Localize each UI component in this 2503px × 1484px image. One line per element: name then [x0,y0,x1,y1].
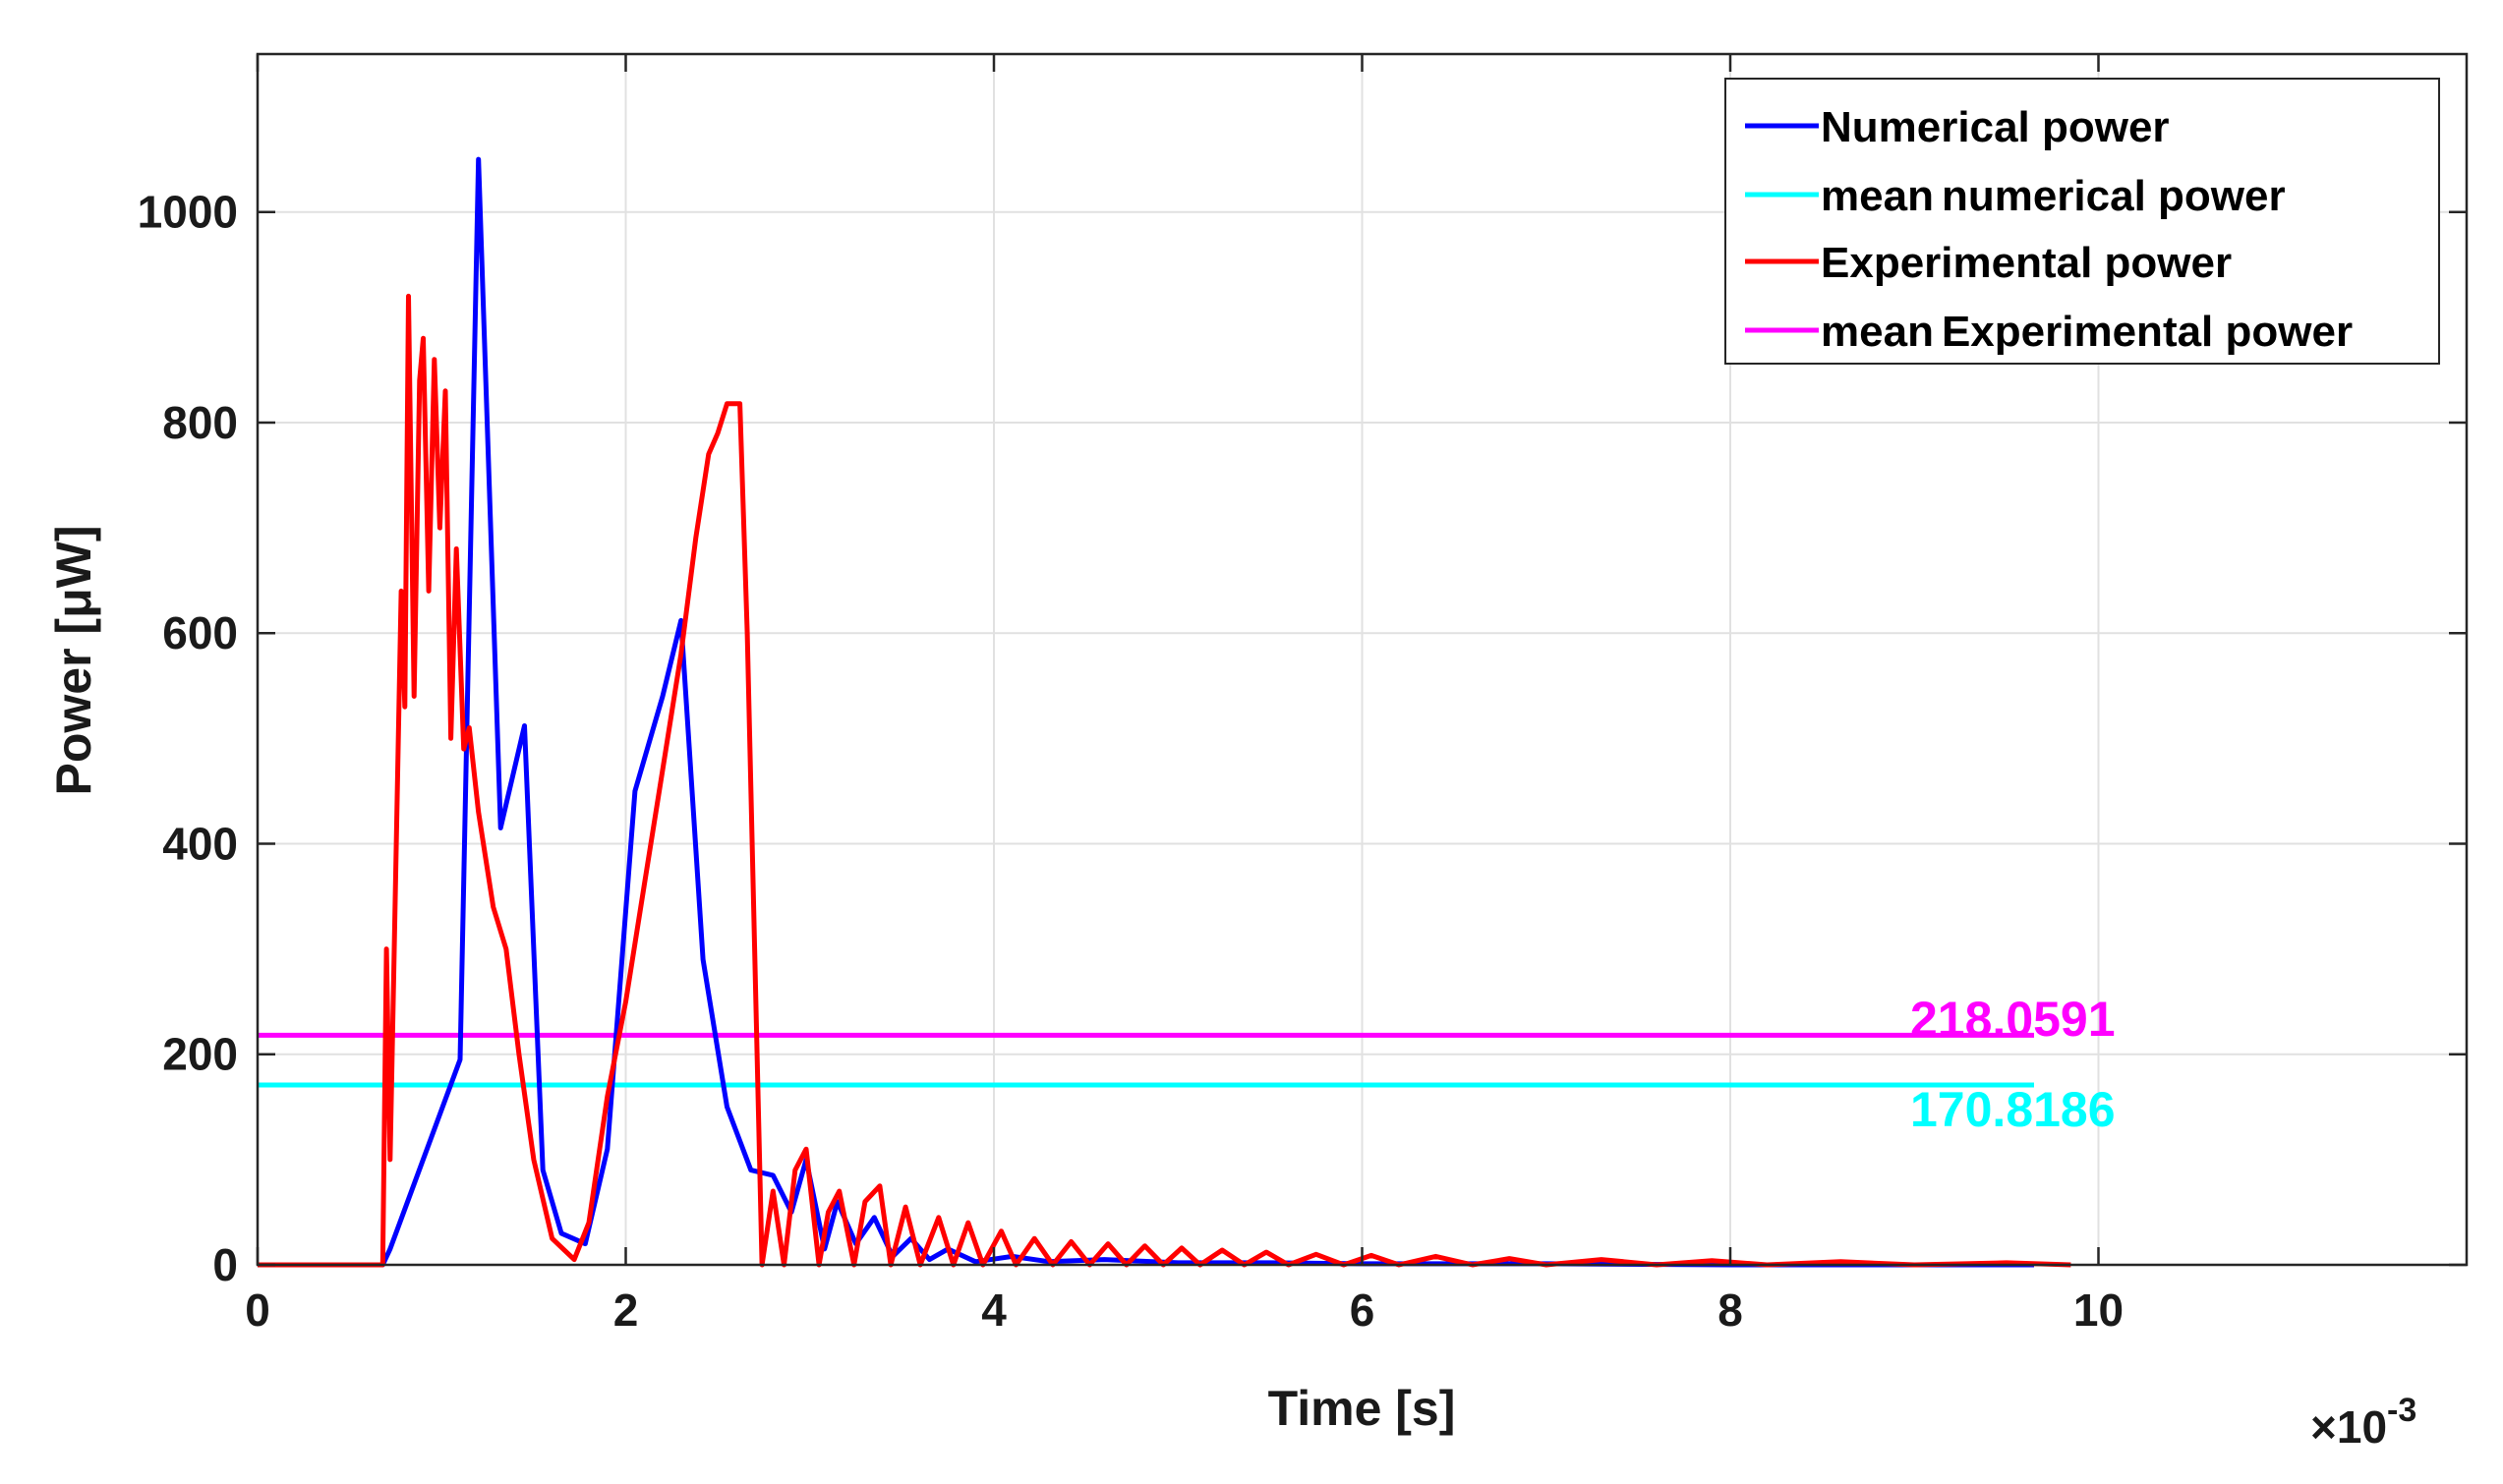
legend-label-mean-numerical: mean numerical power [1821,172,2286,220]
legend: Numerical power mean numerical power Expe… [1724,78,2440,365]
y-tick-label: 0 [212,1239,238,1290]
x-tick-label: 2 [613,1284,639,1336]
y-tick-label: 600 [162,607,238,658]
x-tick-label: 10 [2073,1284,2124,1336]
legend-label-mean-experimental: mean Experimental power [1821,308,2353,356]
x-exponent-base: ×10 [2310,1401,2387,1453]
x-axis-label: Time [s] [1268,1381,1456,1436]
legend-box [1724,78,2440,365]
mean-numerical-value-label: 170.8186 [1910,1082,2116,1137]
mean-experimental-value-label: 218.0591 [1910,992,2116,1047]
legend-label-mean-experimental-b: Experimental power [1942,308,2353,356]
x-tick-label: 0 [245,1284,270,1336]
x-exponent-power: -3 [2387,1392,2416,1429]
legend-label-experimental: Experimental power [1821,239,2232,287]
x-tick-label: 4 [981,1284,1007,1336]
legend-label-numerical: Numerical power [1821,103,2170,151]
legend-label-mean-numerical-b: numerical power [1942,172,2286,220]
x-exponent: ×10-3 [2310,1392,2416,1453]
x-tick-label: 6 [1350,1284,1375,1336]
legend-label-mean-numerical-a: mean [1821,172,1934,220]
y-tick-label: 200 [162,1029,238,1080]
numerical-power-line [258,156,2034,1268]
y-tick-label: 800 [162,397,238,448]
legend-label-mean-experimental-a: mean [1821,308,1934,356]
y-tick-label: 400 [162,818,238,869]
y-tick-label: 1000 [138,187,238,238]
x-tick-label: 8 [1717,1284,1743,1336]
ticks: 0 2 4 6 8 10 0 200 400 600 800 1000 [138,54,2467,1336]
y-axis-label: Power [μW] [46,525,101,795]
